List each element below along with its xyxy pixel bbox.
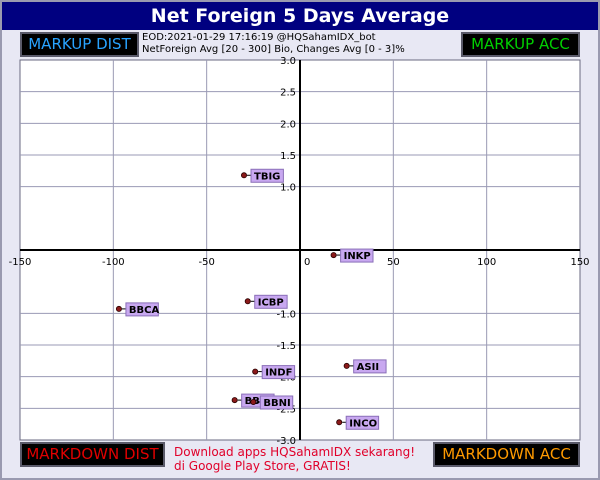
y-tick-label: -1.0 bbox=[276, 309, 296, 320]
x-tick-label: 100 bbox=[477, 257, 496, 268]
info-ranges: NetForeign Avg [20 - 300] Bio, Changes A… bbox=[142, 44, 405, 55]
y-tick-label: 3.0 bbox=[280, 56, 296, 67]
data-point bbox=[343, 362, 350, 369]
point-label: ASII bbox=[357, 362, 379, 373]
quadrant-label-markup-dist: MARKUP DIST bbox=[20, 32, 139, 57]
data-point bbox=[330, 252, 337, 259]
point-label: INKP bbox=[344, 251, 371, 262]
x-tick-label: 50 bbox=[387, 257, 400, 268]
quadrant-label-markdown-dist: MARKDOWN DIST bbox=[20, 442, 165, 467]
point-label-box bbox=[340, 248, 374, 263]
promo-line-2[interactable]: di Google Play Store, GRATIS! bbox=[174, 459, 351, 473]
x-tick-label: -100 bbox=[102, 257, 125, 268]
x-tick-label: -150 bbox=[9, 257, 32, 268]
point-label-box bbox=[125, 302, 159, 317]
point-label-box bbox=[345, 415, 380, 430]
promo-line-1[interactable]: Download apps HQSahamIDX sekarang! bbox=[174, 445, 416, 459]
info-timestamp: EOD:2021-01-29 17:16:19 @HQSahamIDX_bot bbox=[142, 32, 376, 43]
point-label-box bbox=[261, 365, 296, 380]
point-label: ICBP bbox=[258, 297, 284, 308]
quadrant-label-markup-acc: MARKUP ACC bbox=[461, 32, 580, 57]
point-label: TBIG bbox=[254, 171, 280, 182]
data-point bbox=[252, 368, 259, 375]
y-tick-label: -3.0 bbox=[276, 436, 296, 447]
data-point bbox=[244, 298, 251, 305]
data-point bbox=[250, 398, 257, 405]
chart-title: Net Foreign 5 Days Average bbox=[2, 2, 598, 30]
y-tick-label: 2.0 bbox=[280, 119, 296, 130]
point-label: INCO bbox=[349, 418, 377, 429]
point-label: BBNI bbox=[263, 398, 290, 409]
data-point bbox=[115, 305, 122, 312]
x-tick-label: 0 bbox=[304, 257, 310, 268]
y-tick-label: -1.5 bbox=[276, 341, 296, 352]
point-label-box bbox=[259, 395, 294, 410]
point-label: BBCA bbox=[129, 305, 160, 316]
y-tick-label: 1.0 bbox=[280, 183, 296, 194]
data-point bbox=[240, 172, 247, 179]
data-point bbox=[336, 419, 343, 426]
quadrant-label-markdown-acc: MARKDOWN ACC bbox=[433, 442, 580, 467]
point-label-box bbox=[250, 168, 284, 183]
y-tick-label: 2.5 bbox=[280, 88, 296, 99]
point-label-box bbox=[353, 359, 387, 374]
x-tick-label: -50 bbox=[198, 257, 214, 268]
y-tick-label: 1.5 bbox=[280, 151, 296, 162]
point-label: INDF bbox=[265, 368, 292, 379]
data-point bbox=[231, 397, 238, 404]
point-label-box bbox=[254, 294, 288, 309]
x-tick-label: 150 bbox=[570, 257, 589, 268]
y-tick-label: -2.5 bbox=[276, 404, 296, 415]
